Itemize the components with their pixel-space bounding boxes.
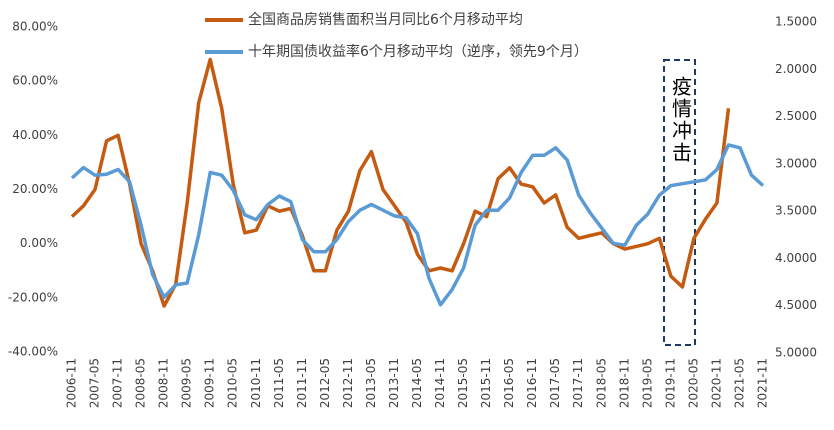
x-tick-label: 2008-05 bbox=[134, 358, 148, 408]
x-tick-label: 2014-05 bbox=[410, 358, 424, 408]
y-tick-label: 80.00% bbox=[12, 20, 58, 34]
x-tick-label: 2014-11 bbox=[433, 358, 447, 408]
x-tick-label: 2008-11 bbox=[157, 358, 171, 408]
series-line bbox=[70, 57, 731, 308]
x-tick-label: 2011-11 bbox=[295, 358, 309, 408]
y2-tick-label: 5.0000 bbox=[775, 346, 817, 360]
x-tick-label: 2013-11 bbox=[387, 358, 401, 408]
x-tick-label: 2016-11 bbox=[525, 358, 539, 408]
y2-tick-label: 3.0000 bbox=[775, 156, 817, 170]
x-tick-label: 2019-05 bbox=[640, 358, 654, 408]
x-tick-label: 2013-05 bbox=[364, 358, 378, 408]
y-tick-label: 60.00% bbox=[12, 74, 58, 88]
x-tick-label: 2015-05 bbox=[456, 358, 470, 408]
y-tick-label: 40.00% bbox=[12, 128, 58, 142]
annotation-text: 疫情冲击 bbox=[669, 76, 693, 164]
y2-tick-label: 2.5000 bbox=[775, 109, 817, 123]
legend-label: 全国商品房销售面积当月同比6个月移动平均 bbox=[248, 11, 523, 28]
x-tick-label: 2009-05 bbox=[180, 358, 194, 408]
x-tick-label: 2021-11 bbox=[756, 358, 770, 408]
series-line bbox=[70, 143, 765, 307]
y2-tick-label: 3.5000 bbox=[775, 204, 817, 218]
y-tick-label: 20.00% bbox=[12, 182, 58, 196]
x-tick-label: 2011-05 bbox=[272, 358, 286, 408]
x-tick-label: 2020-11 bbox=[709, 358, 723, 408]
x-tick-label: 2019-11 bbox=[663, 358, 677, 408]
x-tick-label: 2017-05 bbox=[548, 358, 562, 408]
y-tick-label: -40.00% bbox=[8, 345, 58, 359]
x-tick-label: 2020-05 bbox=[686, 358, 700, 408]
y2-tick-label: 2.0000 bbox=[775, 62, 817, 76]
annotation-box bbox=[663, 59, 696, 346]
x-tick-label: 2010-05 bbox=[226, 358, 240, 408]
legend-label: 十年期国债收益率6个月移动平均（逆序，领先9个月） bbox=[248, 43, 588, 60]
x-tick-label: 2012-11 bbox=[341, 358, 355, 408]
x-tick-label: 2017-11 bbox=[571, 358, 585, 408]
x-tick-label: 2018-05 bbox=[594, 358, 608, 408]
y2-tick-label: 4.5000 bbox=[775, 298, 817, 312]
x-tick-label: 2006-11 bbox=[65, 358, 79, 408]
y2-tick-label: 4.0000 bbox=[775, 251, 817, 265]
x-tick-label: 2016-05 bbox=[502, 358, 516, 408]
x-tick-label: 2009-11 bbox=[203, 358, 217, 408]
y-tick-label: 0.00% bbox=[20, 236, 58, 250]
y-tick-label: -20.00% bbox=[8, 290, 58, 304]
x-tick-label: 2015-11 bbox=[479, 358, 493, 408]
x-tick-label: 2007-05 bbox=[88, 358, 102, 408]
x-tick-label: 2012-05 bbox=[318, 358, 332, 408]
x-tick-label: 2021-05 bbox=[732, 358, 746, 408]
y2-tick-label: 1.5000 bbox=[775, 15, 817, 29]
x-tick-label: 2018-11 bbox=[617, 358, 631, 408]
x-tick-label: 2007-11 bbox=[111, 358, 125, 408]
x-tick-label: 2010-11 bbox=[249, 358, 263, 408]
